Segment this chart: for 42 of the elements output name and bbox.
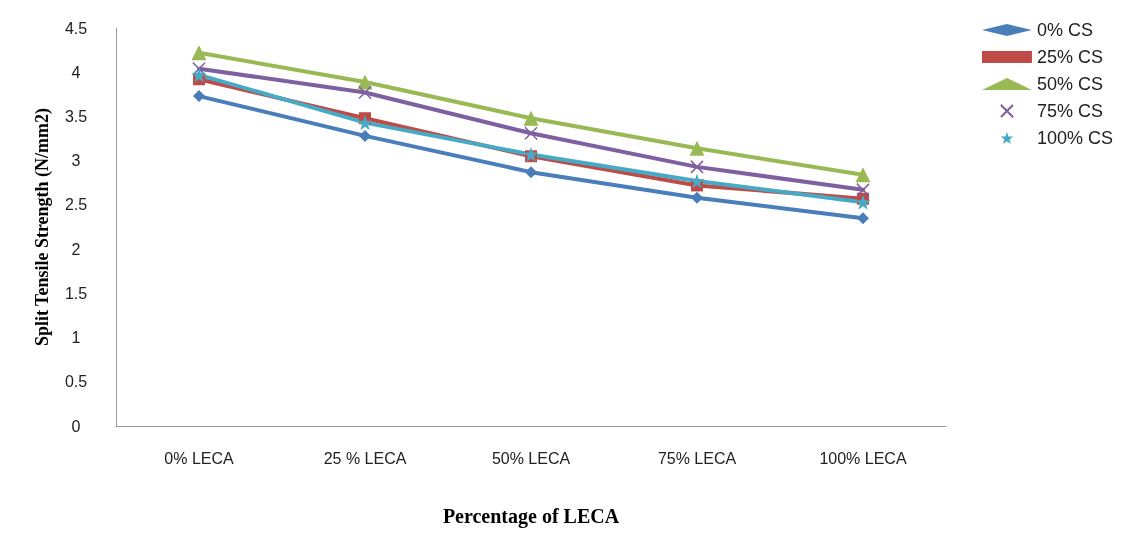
x-tick-label: 75% LECA: [657, 449, 737, 467]
y-axis-title: Split Tensile Strength (N/mm2): [32, 107, 53, 347]
point: [691, 191, 703, 204]
y-tick-label: 0: [71, 417, 81, 435]
y-tick-label: 1: [71, 329, 81, 347]
point: [193, 90, 205, 103]
point: [524, 126, 538, 140]
y-tick-label: 2.5: [64, 196, 88, 214]
point: [855, 194, 871, 210]
x-axis-title: Percentage of LECA: [442, 505, 620, 528]
legend-label: 50% CS: [1036, 74, 1103, 94]
point: [192, 61, 206, 76]
point: [857, 212, 869, 225]
legend-label: 75% CS: [1036, 101, 1103, 121]
x-tick-label: 50% LECA: [491, 449, 571, 467]
point: [525, 166, 537, 179]
y-tick-label: 2: [71, 240, 81, 258]
point: [856, 183, 870, 197]
point: [523, 146, 539, 162]
legend-label: 0% CS: [1036, 20, 1093, 40]
point: [357, 115, 373, 131]
point: [358, 85, 372, 100]
point: [357, 74, 373, 90]
point: [689, 140, 705, 156]
point: [191, 67, 207, 83]
y-tick-label: 4: [71, 63, 81, 81]
y-tick-label: 4.5: [64, 19, 88, 37]
y-tick-label: 1.5: [64, 284, 88, 302]
x-tick-label: 25 % LECA: [323, 449, 407, 467]
x-tick-label: 0% LECA: [164, 449, 235, 467]
y-tick-label: 0.5: [64, 373, 88, 391]
y-tick-label: 3: [71, 152, 81, 170]
x-tick-label: 100% LECA: [819, 449, 907, 467]
point: [523, 110, 539, 126]
point: [689, 173, 705, 189]
legend-label: 25% CS: [1036, 47, 1103, 67]
point: [359, 129, 371, 142]
point: [191, 45, 207, 61]
legend-label: 100% CS: [1036, 128, 1113, 148]
y-tick-label: 3.5: [64, 107, 88, 125]
point: [855, 167, 871, 183]
point: [690, 160, 704, 174]
